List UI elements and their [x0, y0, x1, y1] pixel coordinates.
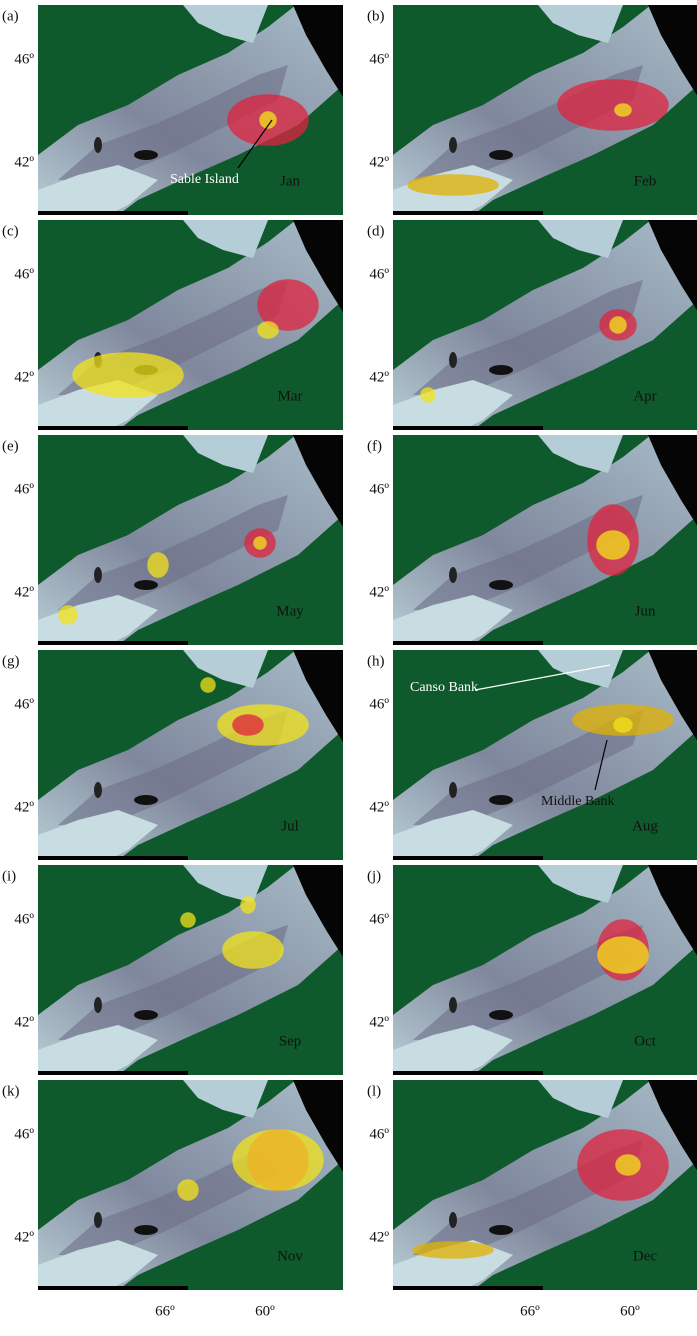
track-cluster [610, 317, 626, 333]
panel-label: (d) [367, 223, 385, 239]
y-tick-label: 42º [14, 1014, 34, 1030]
track-cluster [73, 353, 183, 397]
panel-label: (c) [2, 223, 19, 239]
track-cluster [59, 606, 77, 624]
month-label: Aug [632, 818, 658, 834]
annotation: Canso Bank [410, 680, 478, 695]
panel-label: (i) [2, 868, 16, 884]
track-cluster [598, 937, 648, 973]
panel-label: (h) [367, 653, 385, 669]
month-label: Mar [278, 388, 303, 404]
x-tick-label: 60º [255, 1303, 275, 1319]
track-cluster [558, 80, 668, 130]
figure: (a) Jan 46º 42º (b) Feb 46º 42º (c) Mar 46º 42º (d) A… [0, 0, 697, 1336]
y-tick-label: 46º [369, 1126, 389, 1142]
track-cluster [616, 1155, 640, 1175]
y-tick-label: 46º [369, 481, 389, 497]
track-cluster [201, 678, 215, 692]
y-tick-label: 42º [369, 1229, 389, 1245]
panel-label: (l) [367, 1083, 381, 1099]
x-tick-label: 60º [620, 1303, 640, 1319]
panel-label: (j) [367, 868, 381, 884]
y-tick-label: 42º [369, 154, 389, 170]
track-cluster [181, 913, 195, 927]
y-tick-label: 42º [14, 154, 34, 170]
track-cluster [258, 322, 278, 338]
track-cluster [254, 537, 266, 549]
y-tick-label: 42º [14, 584, 34, 600]
track-cluster [233, 1130, 323, 1190]
month-label: Jun [635, 603, 656, 619]
track-cluster [413, 1242, 493, 1258]
y-tick-label: 46º [14, 1126, 34, 1142]
y-tick-label: 46º [14, 51, 34, 67]
y-tick-label: 42º [369, 369, 389, 385]
track-cluster [148, 553, 168, 577]
track-cluster [615, 104, 631, 116]
annotation: Middle Bank [541, 794, 615, 809]
y-tick-label: 46º [14, 696, 34, 712]
panel-label: (a) [2, 8, 19, 24]
y-tick-label: 42º [14, 1229, 34, 1245]
month-label: May [276, 603, 304, 619]
panel-label: (g) [2, 653, 20, 669]
month-label: Sep [279, 1033, 302, 1049]
y-tick-label: 46º [369, 266, 389, 282]
track-cluster [233, 715, 263, 735]
y-tick-label: 46º [14, 481, 34, 497]
track-cluster [178, 1180, 198, 1200]
annotation: Sable Island [170, 172, 239, 187]
month-label: Feb [634, 173, 657, 189]
month-label: Dec [633, 1248, 657, 1264]
y-tick-label: 46º [14, 911, 34, 927]
y-tick-label: 42º [14, 799, 34, 815]
panel-label: (k) [2, 1083, 20, 1099]
y-tick-label: 46º [369, 696, 389, 712]
track-cluster [408, 175, 498, 195]
track-cluster [223, 932, 283, 968]
y-tick-label: 46º [369, 911, 389, 927]
month-label: Jul [281, 818, 299, 834]
track-cluster [421, 388, 435, 402]
x-tick-label: 66º [155, 1303, 175, 1319]
y-tick-label: 42º [369, 1014, 389, 1030]
y-tick-label: 42º [369, 584, 389, 600]
y-tick-label: 42º [14, 369, 34, 385]
track-cluster [597, 531, 629, 559]
panel-label: (e) [2, 438, 19, 454]
y-tick-label: 46º [369, 51, 389, 67]
y-tick-label: 42º [369, 799, 389, 815]
track-cluster [614, 718, 632, 732]
month-label: Nov [277, 1248, 303, 1264]
panel-label: (b) [367, 8, 385, 24]
x-tick-label: 66º [520, 1303, 540, 1319]
month-label: Apr [633, 388, 656, 404]
month-label: Oct [634, 1033, 656, 1049]
y-tick-label: 46º [14, 266, 34, 282]
track-cluster [241, 897, 255, 913]
month-label: Jan [280, 173, 300, 189]
panel-label: (f) [367, 438, 382, 454]
